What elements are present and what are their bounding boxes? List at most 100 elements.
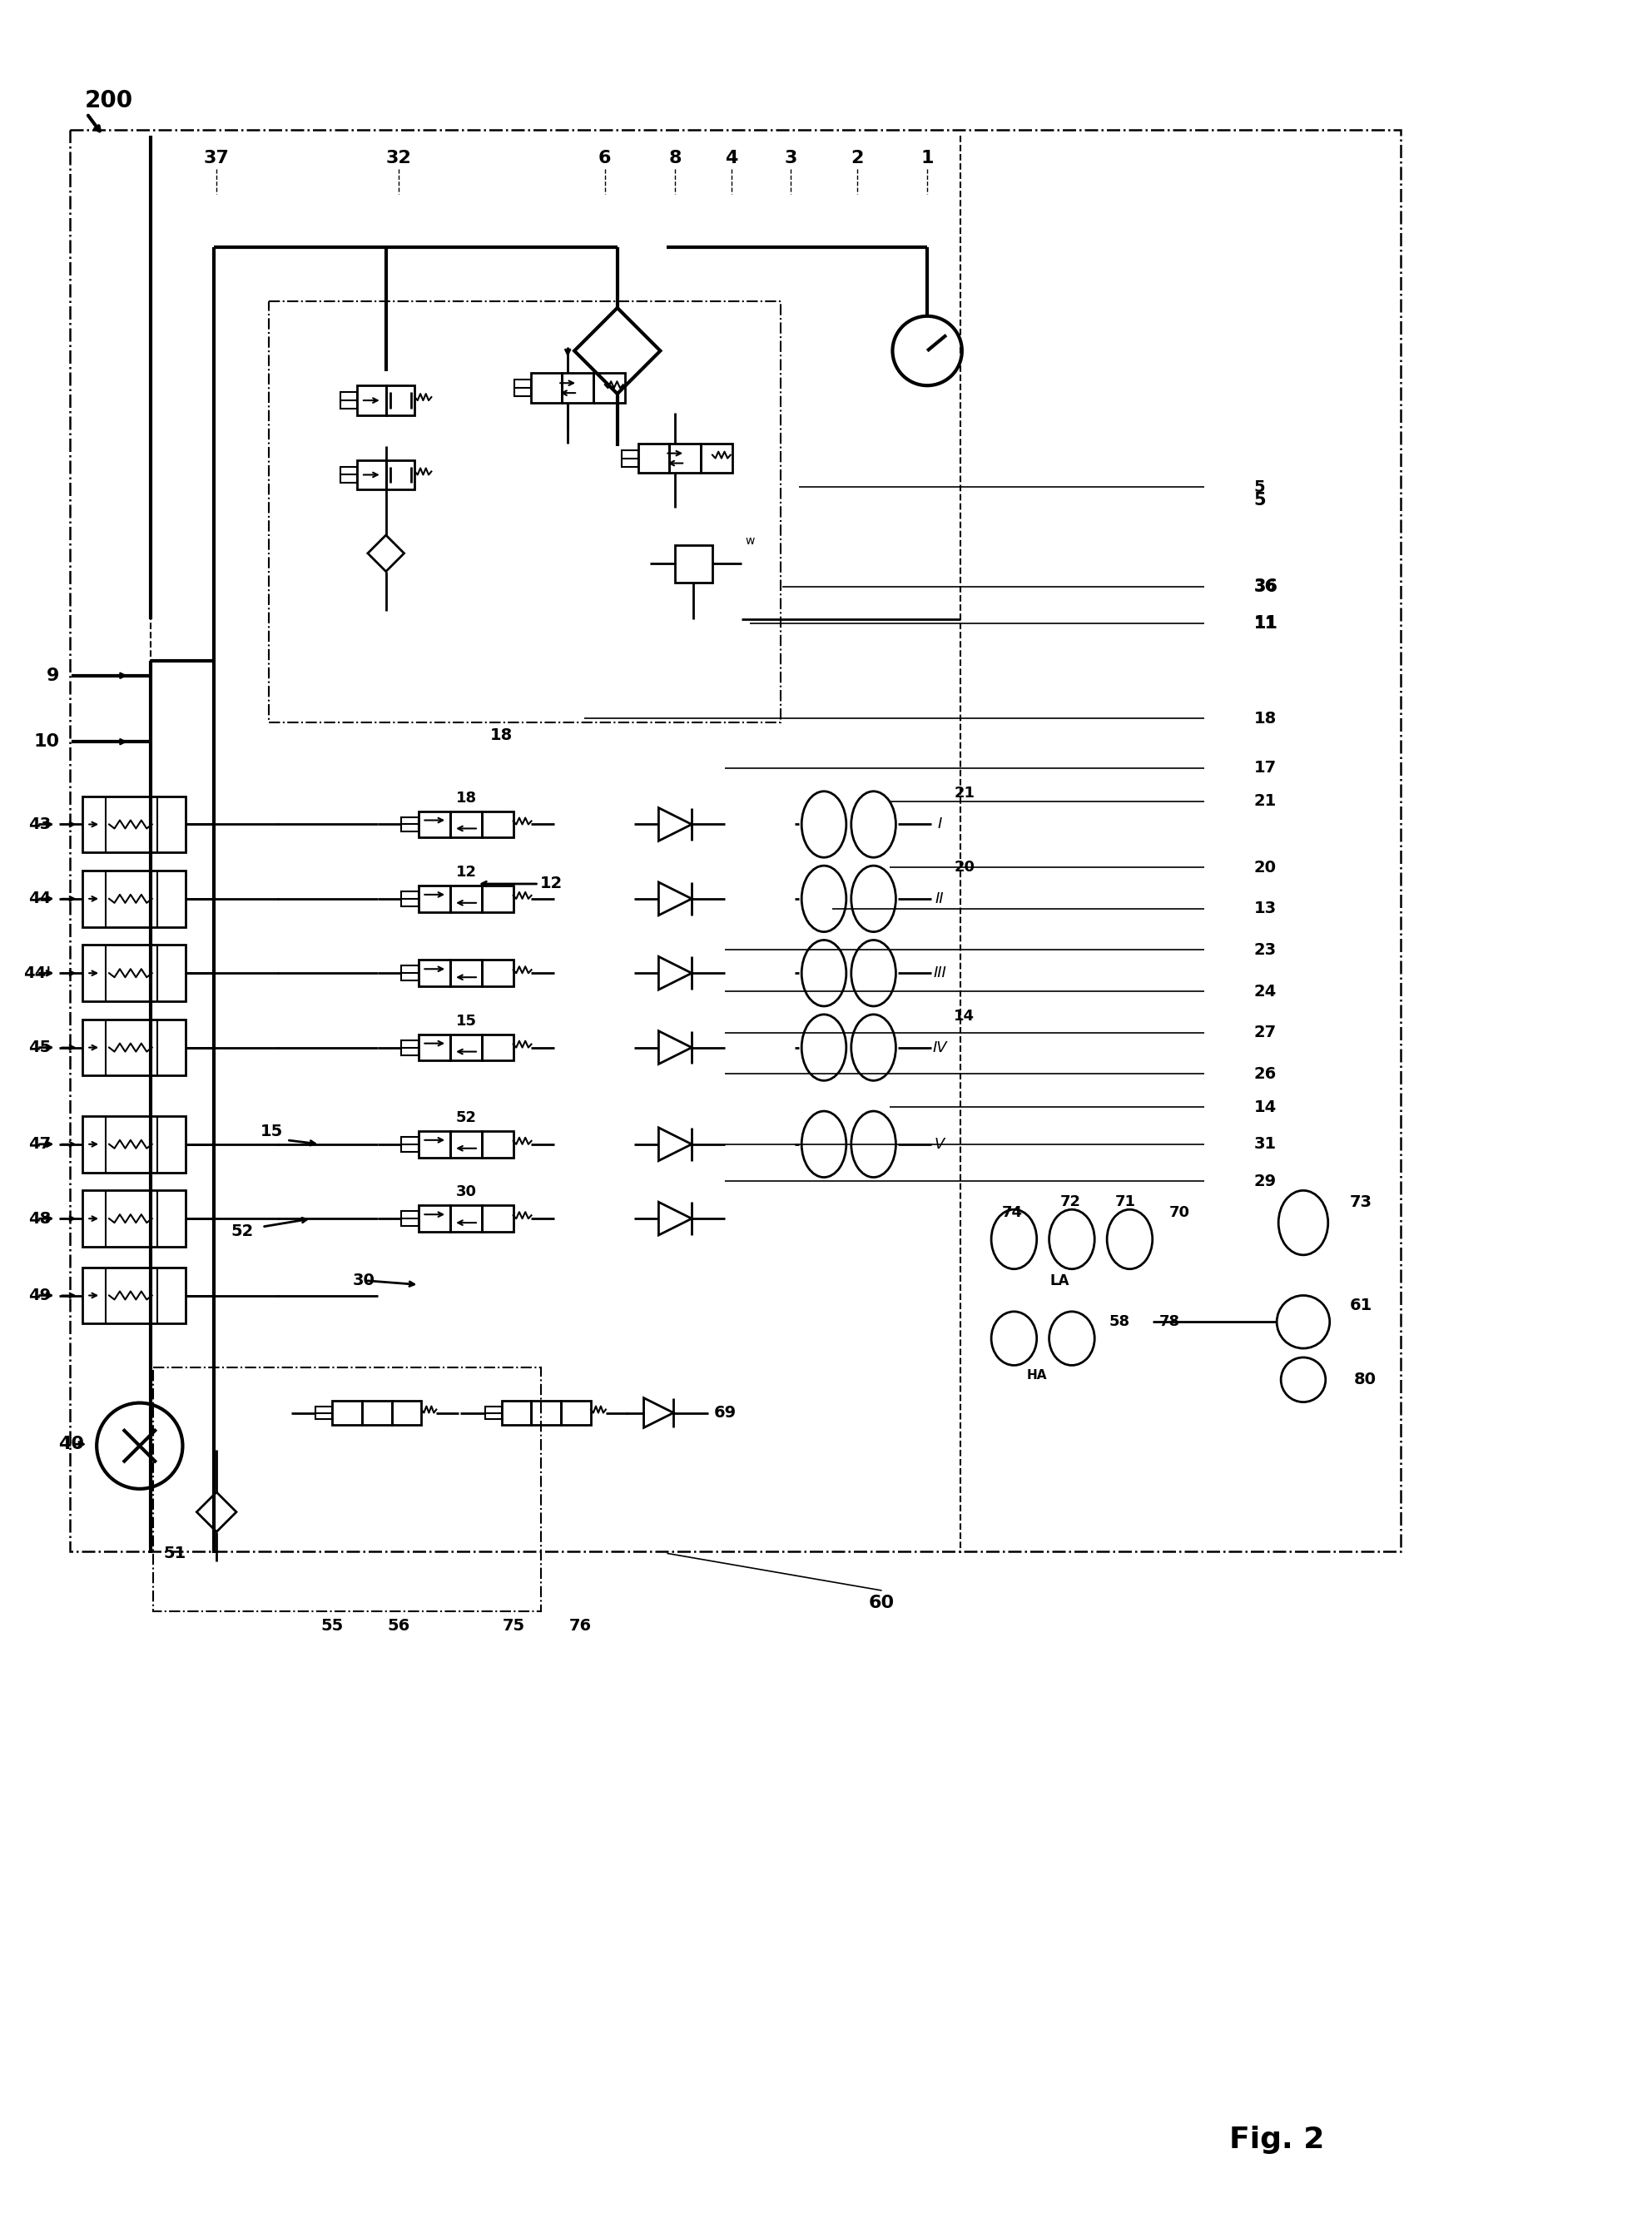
Bar: [530, 374, 562, 403]
Text: 9: 9: [46, 667, 59, 685]
Text: 200: 200: [84, 90, 132, 112]
Bar: [71, 130, 1401, 1551]
Text: 24: 24: [1254, 982, 1277, 998]
Text: 6: 6: [598, 150, 611, 166]
Text: 18: 18: [1254, 712, 1277, 727]
Text: 48: 48: [28, 1211, 51, 1226]
Bar: [451, 1034, 482, 1061]
Text: 60: 60: [869, 1593, 895, 1611]
Text: LA: LA: [1049, 1273, 1069, 1289]
Bar: [593, 374, 624, 403]
Bar: [451, 960, 482, 987]
Text: 29: 29: [1254, 1173, 1277, 1188]
Bar: [700, 443, 732, 472]
Bar: [362, 1401, 392, 1426]
Text: 74: 74: [1003, 1206, 1023, 1220]
Text: 20: 20: [1254, 859, 1275, 875]
Text: II: II: [935, 891, 943, 906]
Text: 47: 47: [28, 1137, 51, 1153]
Text: 44: 44: [28, 891, 51, 906]
Bar: [420, 960, 451, 987]
Text: 61: 61: [1350, 1298, 1373, 1314]
Text: 78: 78: [1160, 1314, 1180, 1329]
Bar: [451, 1130, 482, 1157]
Text: 80: 80: [1355, 1372, 1376, 1388]
Bar: [514, 380, 530, 396]
Text: 18: 18: [491, 727, 514, 743]
Bar: [532, 1401, 562, 1426]
Text: w: w: [745, 535, 755, 546]
Text: 20: 20: [953, 859, 975, 875]
Text: 49: 49: [28, 1287, 51, 1303]
Text: 43: 43: [28, 817, 51, 833]
Text: 8: 8: [669, 150, 682, 166]
Text: 4: 4: [725, 150, 738, 166]
Bar: [401, 1211, 420, 1226]
Text: 15: 15: [259, 1123, 282, 1139]
Text: 55: 55: [320, 1618, 344, 1634]
Text: IV: IV: [932, 1041, 947, 1054]
Text: 5: 5: [1254, 479, 1265, 495]
Bar: [420, 810, 451, 837]
Bar: [401, 891, 420, 906]
Text: 5: 5: [1254, 492, 1265, 508]
Bar: [392, 1401, 421, 1426]
Text: 11: 11: [1254, 615, 1277, 631]
Text: Fig. 2: Fig. 2: [1229, 2126, 1323, 2155]
Text: 51: 51: [164, 1546, 187, 1562]
Text: 30: 30: [456, 1184, 476, 1200]
Text: 69: 69: [714, 1405, 737, 1421]
Bar: [401, 1041, 420, 1054]
Bar: [486, 1405, 502, 1419]
Text: 37: 37: [203, 150, 230, 166]
Bar: [401, 1137, 420, 1153]
Bar: [154, 1367, 542, 1611]
Text: 36: 36: [1254, 577, 1277, 595]
Bar: [482, 1034, 514, 1061]
Text: 3: 3: [785, 150, 798, 166]
Text: 76: 76: [568, 1618, 591, 1634]
Text: 23: 23: [1254, 942, 1277, 958]
Bar: [269, 302, 781, 723]
Bar: [332, 1401, 362, 1426]
Bar: [482, 960, 514, 987]
Bar: [451, 810, 482, 837]
Bar: [387, 385, 415, 416]
Bar: [340, 466, 357, 483]
Bar: [316, 1405, 332, 1419]
Text: 52: 52: [456, 1110, 476, 1126]
Bar: [357, 459, 387, 490]
Text: 36: 36: [1254, 577, 1277, 595]
Text: 72: 72: [1061, 1195, 1080, 1209]
Bar: [401, 965, 420, 980]
Text: 44': 44': [23, 965, 51, 980]
Bar: [562, 1401, 591, 1426]
Text: III: III: [933, 965, 947, 980]
Bar: [83, 1191, 187, 1247]
Bar: [83, 797, 187, 853]
Text: 52: 52: [231, 1224, 254, 1240]
Text: 17: 17: [1254, 761, 1277, 777]
Text: 15: 15: [456, 1014, 476, 1029]
Bar: [451, 886, 482, 911]
Text: I: I: [937, 817, 942, 833]
Bar: [387, 459, 415, 490]
Text: 73: 73: [1350, 1195, 1373, 1211]
Text: 12: 12: [456, 864, 476, 880]
Text: 75: 75: [502, 1618, 525, 1634]
Text: 14: 14: [1254, 1099, 1277, 1115]
Bar: [83, 1021, 187, 1076]
Bar: [562, 374, 593, 403]
Bar: [669, 443, 700, 472]
Bar: [83, 871, 187, 927]
Bar: [502, 1401, 532, 1426]
Bar: [83, 1117, 187, 1173]
Text: 21: 21: [953, 786, 975, 801]
Text: 31: 31: [1254, 1137, 1277, 1153]
Text: 21: 21: [1254, 792, 1277, 810]
Text: 1: 1: [920, 150, 933, 166]
Bar: [420, 886, 451, 911]
Text: 32: 32: [385, 150, 411, 166]
Text: 70: 70: [1170, 1206, 1189, 1220]
Text: 14: 14: [953, 1009, 975, 1023]
